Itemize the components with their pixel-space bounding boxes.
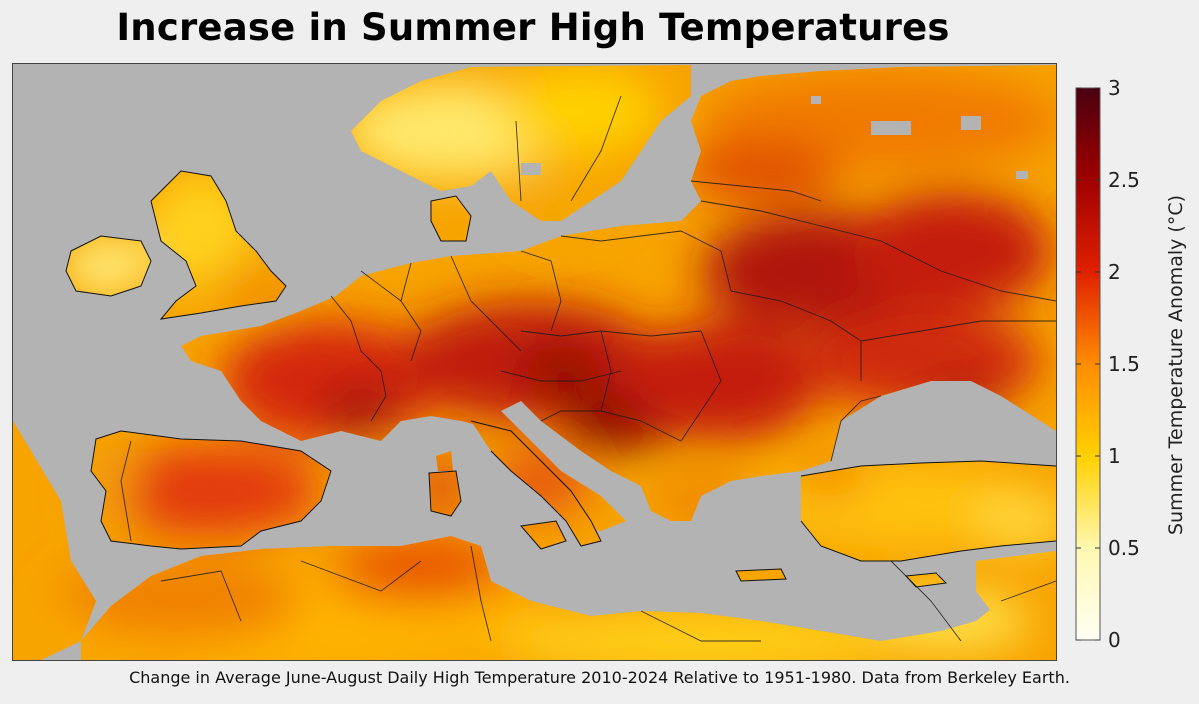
missing-data-patches bbox=[521, 96, 1028, 179]
coastlines bbox=[65, 170, 1056, 588]
figure-caption: Change in Average June-August Daily High… bbox=[129, 668, 1070, 687]
colorbar-tick-label: 0 bbox=[1108, 628, 1121, 650]
country-borders bbox=[120, 95, 1056, 642]
colorbar-tick-label: 3 bbox=[1108, 76, 1121, 100]
figure-title: Increase in Summer High Temperatures bbox=[116, 6, 950, 49]
colorbar-tick-label: 1 bbox=[1108, 444, 1121, 468]
colorbar-tick-label: 1.5 bbox=[1108, 352, 1140, 376]
anomaly-map bbox=[12, 63, 1057, 661]
colorbar: 0 0.5 1 1.5 2 2.5 3 bbox=[1075, 76, 1140, 650]
colorbar-tick-label: 2.5 bbox=[1108, 168, 1140, 192]
colorbar-tick-label: 0.5 bbox=[1108, 536, 1140, 560]
colorbar-tick-label: 2 bbox=[1108, 260, 1121, 284]
colorbar-label: Summer Temperature Anomaly (°C) bbox=[1165, 194, 1187, 536]
